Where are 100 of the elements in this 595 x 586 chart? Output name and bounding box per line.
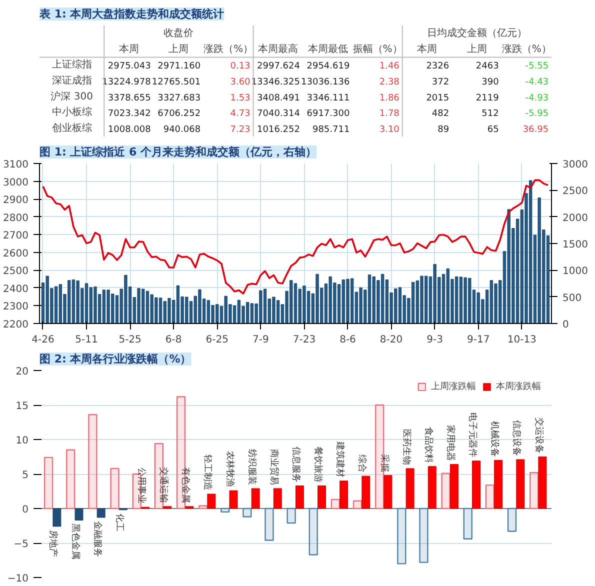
data-label: 4.73: [230, 109, 250, 120]
y-tick-label: −10: [7, 574, 29, 584]
y2-tick-label: 3000: [562, 160, 588, 170]
category-label: 机械设备: [489, 420, 500, 457]
bar: [250, 303, 254, 324]
data-label: 3408.491: [257, 93, 300, 104]
x-tick-label: 本周: [118, 42, 139, 55]
y-tick-label: −5: [14, 539, 29, 550]
data-label: 1.53: [230, 93, 250, 104]
x-tick-label: 涨跌（%）: [204, 42, 254, 55]
data-label: -5.55: [525, 62, 549, 72]
y-tick-label: 中小板综: [52, 106, 92, 118]
y2-tick-label: 500: [562, 292, 582, 304]
bar: [286, 508, 296, 524]
y-tick-label: 2500: [3, 266, 29, 278]
x-tick-label: 涨跌（%）: [502, 42, 552, 55]
bar: [294, 283, 298, 324]
x-tick-label: 6-8: [165, 334, 182, 346]
y-tick-label: 2700: [3, 230, 29, 242]
data-label: 2.38: [379, 78, 400, 88]
bar: [308, 508, 318, 556]
category-label: 信息服务: [290, 446, 300, 482]
category-label: 商业贸易: [268, 449, 278, 486]
x-tick-label: 6-25: [206, 334, 228, 346]
bar: [72, 280, 76, 324]
data-label: 3.60: [230, 78, 251, 88]
bar: [251, 488, 260, 509]
text: 日均成交金额（亿元）: [426, 26, 527, 39]
bar: [441, 472, 450, 510]
category-label: 轻工制造: [202, 454, 212, 491]
data-label: 0.13: [230, 62, 250, 72]
bar: [88, 414, 98, 510]
category-label: 建筑建材: [334, 441, 345, 478]
bar: [163, 506, 172, 509]
bar: [450, 464, 458, 509]
data-label: 7023.342: [108, 109, 151, 120]
y-tick-label: 3100: [3, 160, 29, 170]
data-label: 3378.655: [108, 93, 151, 104]
y-tick-label: 2400: [3, 284, 29, 295]
category-label: 化工: [114, 513, 124, 532]
y2-tick-label: 1500: [562, 240, 588, 250]
x-tick-label: 8-20: [380, 334, 403, 346]
y2-tick-label: 2000: [562, 212, 588, 224]
bar: [242, 508, 252, 518]
y-tick-label: 15: [16, 401, 29, 412]
category-label: 有色金属: [180, 466, 190, 503]
bar: [158, 298, 162, 324]
data-label: 372: [432, 78, 450, 88]
x-tick-label: 本周最高: [258, 42, 298, 55]
data-label: 2954.619: [306, 62, 350, 72]
y-tick-label: 2300: [3, 302, 29, 313]
bar: [295, 485, 304, 509]
bar: [330, 498, 340, 510]
data-label: 2975.043: [108, 62, 151, 72]
data-label: -4.93: [525, 93, 549, 104]
x-tick-label: 4-26: [32, 334, 54, 346]
bar: [318, 485, 326, 509]
chart-title: 图 1: 上证综指近 6 个月来走势和成交额（亿元，右轴）: [40, 146, 317, 158]
bar: [273, 488, 282, 509]
legend-label: 本周涨跌幅: [496, 380, 541, 393]
x-tick-label: 9-3: [426, 334, 443, 346]
bar: [507, 508, 517, 532]
bar: [529, 472, 539, 510]
bar: [352, 500, 362, 510]
y-tick-label: 上证综指: [52, 58, 92, 71]
data-label: 6917.300: [306, 109, 350, 120]
data-label: 7040.314: [257, 109, 300, 120]
category-label: 医药生物: [400, 429, 411, 466]
category-label: 采掘: [378, 454, 389, 472]
data-label: 3327.683: [158, 93, 201, 104]
data-label: 1008.008: [108, 125, 152, 136]
category-label: 纺织服装: [246, 449, 256, 486]
bar: [428, 466, 436, 509]
bar: [146, 290, 150, 324]
data-label: 3346.111: [306, 93, 350, 104]
category-label: 公用事业: [136, 468, 146, 504]
line-series: [42, 179, 549, 295]
x-tick-label: 7-9: [252, 334, 269, 346]
x-tick-label: 上周: [168, 42, 189, 55]
category-label: 交运设备: [533, 417, 544, 454]
y-tick-label: 0: [22, 504, 29, 516]
data-label: 390: [482, 78, 500, 88]
data-label: -4.43: [525, 78, 549, 88]
data-label: 36.95: [522, 125, 549, 136]
bar: [52, 508, 62, 527]
bar: [494, 460, 503, 509]
category-label: 交通运输: [158, 466, 168, 503]
bar: [419, 508, 428, 563]
data-label: 2997.624: [257, 62, 300, 72]
x-tick-label: 本周: [417, 42, 438, 55]
data-label: 65: [487, 125, 499, 136]
chart-title: 图 2: 本周各行业涨跌幅（%）: [40, 352, 192, 366]
data-label: 2326: [426, 62, 450, 72]
bar: [485, 484, 494, 510]
bar: [264, 508, 274, 541]
y2-tick-label: 1000: [562, 266, 588, 278]
data-label: 985.711: [312, 125, 350, 136]
bar: [398, 287, 402, 324]
bar: [84, 283, 88, 324]
y-tick-label: 创业板综: [52, 122, 92, 134]
